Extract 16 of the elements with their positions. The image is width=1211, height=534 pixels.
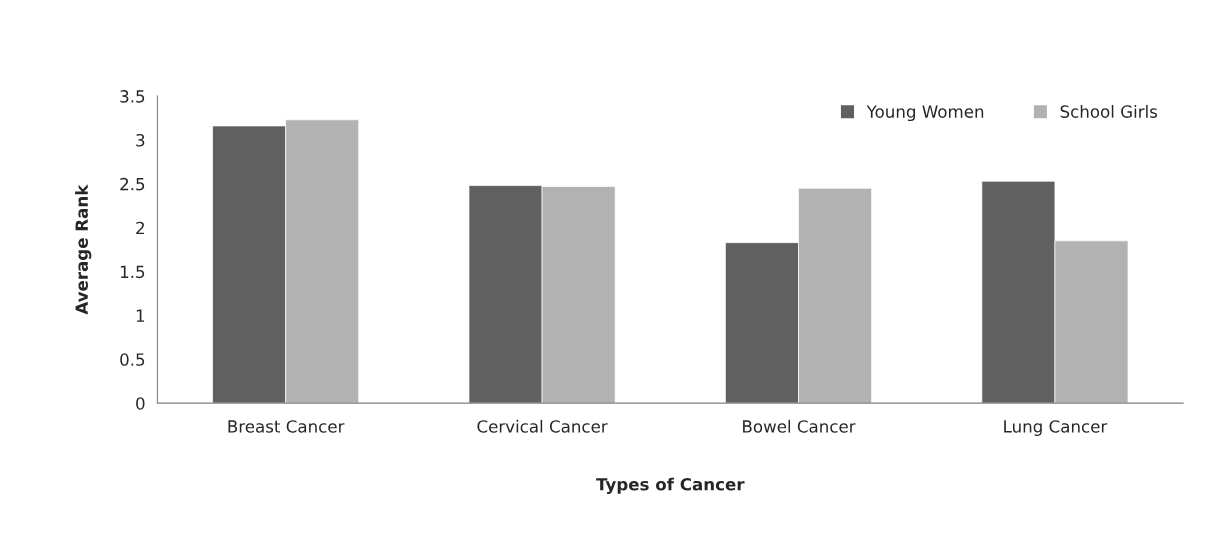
y-tick-label: 1 [136,309,145,322]
y-tick-label: 2 [136,221,144,235]
y-tick-label: 1.5 [120,265,145,279]
legend-label: Young Women [866,105,984,122]
y-axis-title: Average Rank [75,184,92,315]
x-tick-label: Bowel Cancer [743,419,856,433]
y-tick-label: 2.5 [120,177,145,191]
y-tick-label: 0.5 [120,353,145,366]
y-tick-label: 3 [136,133,145,147]
x-tick-label: Cervical Cancer [477,419,608,433]
y-tick-label: 3.5 [120,90,145,103]
legend-label: School Girls [1060,104,1158,118]
y-tick-label: 0 [136,397,145,410]
x-tick-label: Breast Cancer [228,420,345,433]
x-axis-title: Types of Cancer [596,477,745,494]
x-tick-label: Lung Cancer [1004,420,1108,436]
